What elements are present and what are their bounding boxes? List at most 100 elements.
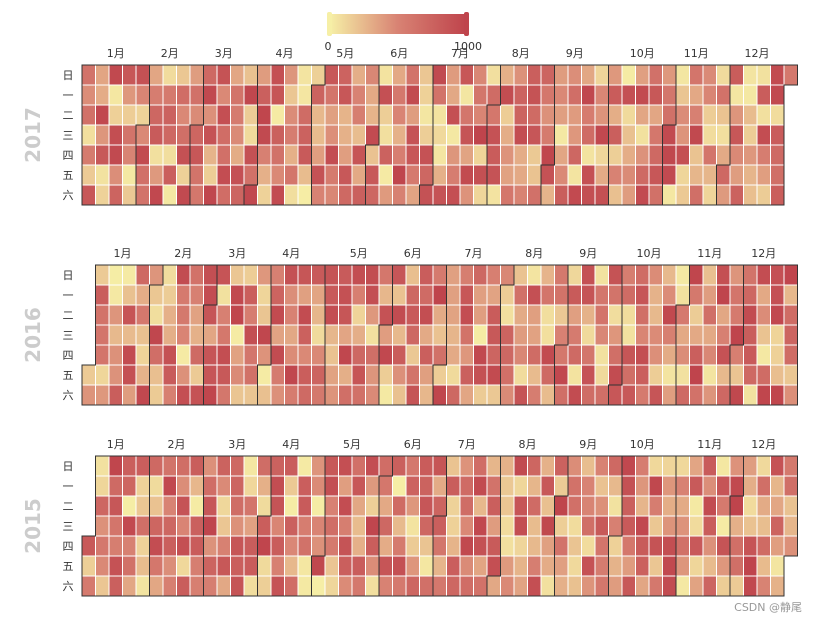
calendar-day-cell xyxy=(365,535,380,557)
calendar-day-cell xyxy=(716,555,731,577)
calendar-day-cell xyxy=(662,495,677,517)
calendar-day-cell xyxy=(95,344,110,366)
calendar-day-cell xyxy=(149,184,164,206)
calendar-day-cell xyxy=(189,575,204,597)
calendar-day-cell xyxy=(203,304,218,326)
calendar-day-cell xyxy=(608,84,623,106)
calendar-day-cell xyxy=(662,535,677,557)
calendar-day-cell xyxy=(378,84,393,106)
calendar-day-cell xyxy=(743,184,758,206)
calendar-day-cell xyxy=(284,104,299,126)
calendar-day-cell xyxy=(338,515,353,537)
month-split-line xyxy=(716,65,731,205)
calendar-day-cell xyxy=(527,475,542,497)
calendar-day-cell xyxy=(189,555,204,577)
calendar-day-cell xyxy=(770,384,785,406)
calendar-day-cell xyxy=(743,304,758,326)
calendar-day-cell xyxy=(689,364,704,386)
month-split-line xyxy=(500,265,515,405)
calendar-day-cell xyxy=(297,104,312,126)
calendar-day-cell xyxy=(311,384,326,406)
calendar-day-cell xyxy=(675,324,690,346)
calendar-day-cell xyxy=(257,64,272,86)
calendar-day-cell xyxy=(95,495,110,517)
calendar-day-cell xyxy=(108,535,123,557)
calendar-day-cell xyxy=(257,555,272,577)
calendar-day-cell xyxy=(284,84,299,106)
calendar-day-cell xyxy=(756,515,771,537)
calendar-day-cell xyxy=(459,284,474,306)
calendar-day-cell xyxy=(108,364,123,386)
month-label: 7月 xyxy=(451,47,469,60)
calendar-day-cell xyxy=(675,84,690,106)
calendar-day-cell xyxy=(392,555,407,577)
calendar-day-cell xyxy=(621,384,636,406)
calendar-day-cell xyxy=(635,264,650,286)
calendar-day-cell xyxy=(446,264,461,286)
calendar-day-cell xyxy=(432,555,447,577)
calendar-day-cell xyxy=(527,344,542,366)
calendar-day-cell xyxy=(135,64,150,86)
calendar-day-cell xyxy=(297,384,312,406)
calendar-day-cell xyxy=(486,144,501,166)
calendar-day-cell xyxy=(216,344,231,366)
calendar-day-cell xyxy=(270,104,285,126)
calendar-day-cell xyxy=(581,555,596,577)
calendar-day-cell xyxy=(176,575,191,597)
calendar-day-cell xyxy=(203,384,218,406)
calendar-day-cell xyxy=(176,104,191,126)
calendar-day-cell xyxy=(554,104,569,126)
calendar-day-cell xyxy=(324,364,339,386)
month-split-line xyxy=(729,265,744,405)
calendar-day-cell xyxy=(270,324,285,346)
calendar-day-cell xyxy=(486,475,501,497)
calendar-day-cell xyxy=(567,455,582,477)
calendar-day-cell xyxy=(176,515,191,537)
calendar-day-cell xyxy=(527,264,542,286)
calendar-day-cell xyxy=(513,455,528,477)
calendar-day-cell xyxy=(338,304,353,326)
calendar-day-cell xyxy=(203,475,218,497)
calendar-day-cell xyxy=(405,324,420,346)
calendar-day-cell xyxy=(459,384,474,406)
calendar-day-cell xyxy=(486,495,501,517)
calendar-day-cell xyxy=(297,324,312,346)
calendar-day-cell xyxy=(689,515,704,537)
calendar-day-cell xyxy=(432,475,447,497)
calendar-day-cell xyxy=(743,535,758,557)
calendar-day-cell xyxy=(324,164,339,186)
calendar-day-cell xyxy=(648,124,663,146)
calendar-day-cell xyxy=(648,515,663,537)
calendar-day-cell xyxy=(594,384,609,406)
calendar-day-cell xyxy=(689,535,704,557)
calendar-day-cell xyxy=(473,515,488,537)
calendar-day-cell xyxy=(621,535,636,557)
calendar-day-cell xyxy=(513,184,528,206)
calendar-day-cell xyxy=(716,84,731,106)
calendar-day-cell xyxy=(702,555,717,577)
calendar-day-cell xyxy=(135,184,150,206)
calendar-day-cell xyxy=(675,124,690,146)
month-label: 1月 xyxy=(114,247,132,260)
month-label: 9月 xyxy=(566,47,584,60)
calendar-day-cell xyxy=(743,575,758,597)
calendar-day-cell xyxy=(756,124,771,146)
calendar-day-cell xyxy=(689,455,704,477)
calendar-day-cell xyxy=(716,364,731,386)
month-label: 5月 xyxy=(343,438,361,451)
calendar-day-cell xyxy=(783,324,798,346)
calendar-day-cell xyxy=(257,184,272,206)
calendar-day-cell xyxy=(513,284,528,306)
calendar-day-cell xyxy=(770,84,785,106)
calendar-day-cell xyxy=(338,184,353,206)
calendar-day-cell xyxy=(648,475,663,497)
calendar-day-cell xyxy=(189,344,204,366)
calendar-day-cell xyxy=(216,475,231,497)
calendar-day-cell xyxy=(230,475,245,497)
calendar-day-cell xyxy=(405,515,420,537)
calendar-day-cell xyxy=(338,455,353,477)
calendar-day-cell xyxy=(189,284,204,306)
calendar-day-cell xyxy=(689,475,704,497)
calendar-day-cell xyxy=(189,384,204,406)
